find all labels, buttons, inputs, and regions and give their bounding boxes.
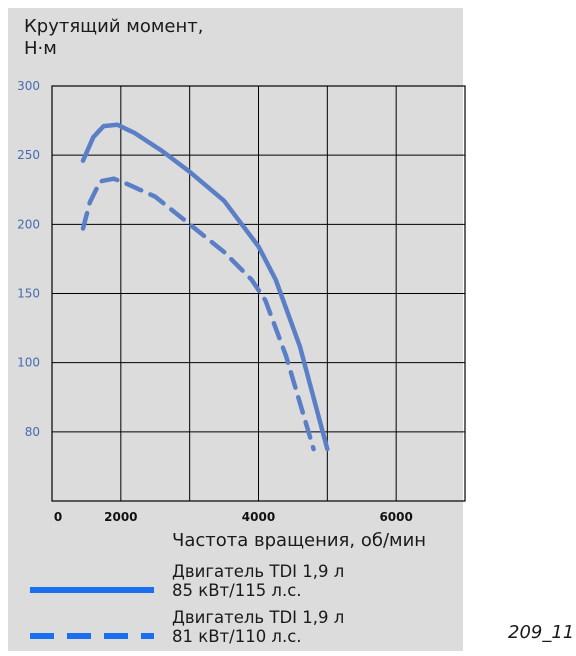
x-tick-label: 4000	[242, 510, 275, 524]
legend-solid-line2: 85 кВт/115 л.с.	[172, 581, 302, 600]
figure-number: 209_11	[508, 622, 575, 643]
y-tick-label: 100	[17, 356, 40, 370]
x-tick-label: 0	[54, 510, 62, 524]
chart-panel	[8, 8, 463, 651]
legend-solid-line1: Двигатель TDI 1,9 л	[172, 562, 345, 581]
legend-swatch-dashed	[30, 633, 154, 639]
series-line-dashed	[80, 176, 316, 452]
y-tick-label: 150	[17, 287, 40, 301]
legend-dashed-line1: Двигатель TDI 1,9 л	[172, 608, 345, 627]
y-tick-label: 200	[17, 217, 40, 231]
x-axis-title: Частота вращения, об/мин	[172, 530, 427, 551]
series-line-solid	[80, 122, 330, 452]
y-tick-label: 250	[17, 148, 40, 162]
x-tick-label: 2000	[104, 510, 137, 524]
y-axis-title: Крутящий момент, Н·м	[24, 16, 203, 60]
legend-swatch-solid	[30, 587, 154, 593]
legend-item-dashed: Двигатель TDI 1,9 л 81 кВт/110 л.с.	[30, 608, 460, 656]
legend-dashed-line2: 81 кВт/110 л.с.	[172, 627, 302, 646]
y-axis-title-line1: Крутящий момент,	[24, 16, 204, 37]
legend-label-dashed: Двигатель TDI 1,9 л 81 кВт/110 л.с.	[172, 608, 344, 646]
x-tick-label: 6000	[379, 510, 412, 524]
legend-item-solid: Двигатель TDI 1,9 л 85 кВт/115 л.с.	[30, 562, 460, 610]
y-tick-label: 300	[17, 79, 40, 93]
y-tick-label: 80	[25, 425, 40, 439]
legend-label-solid: Двигатель TDI 1,9 л 85 кВт/115 л.с.	[172, 562, 344, 600]
y-axis-title-line2: Н·м	[24, 38, 57, 59]
